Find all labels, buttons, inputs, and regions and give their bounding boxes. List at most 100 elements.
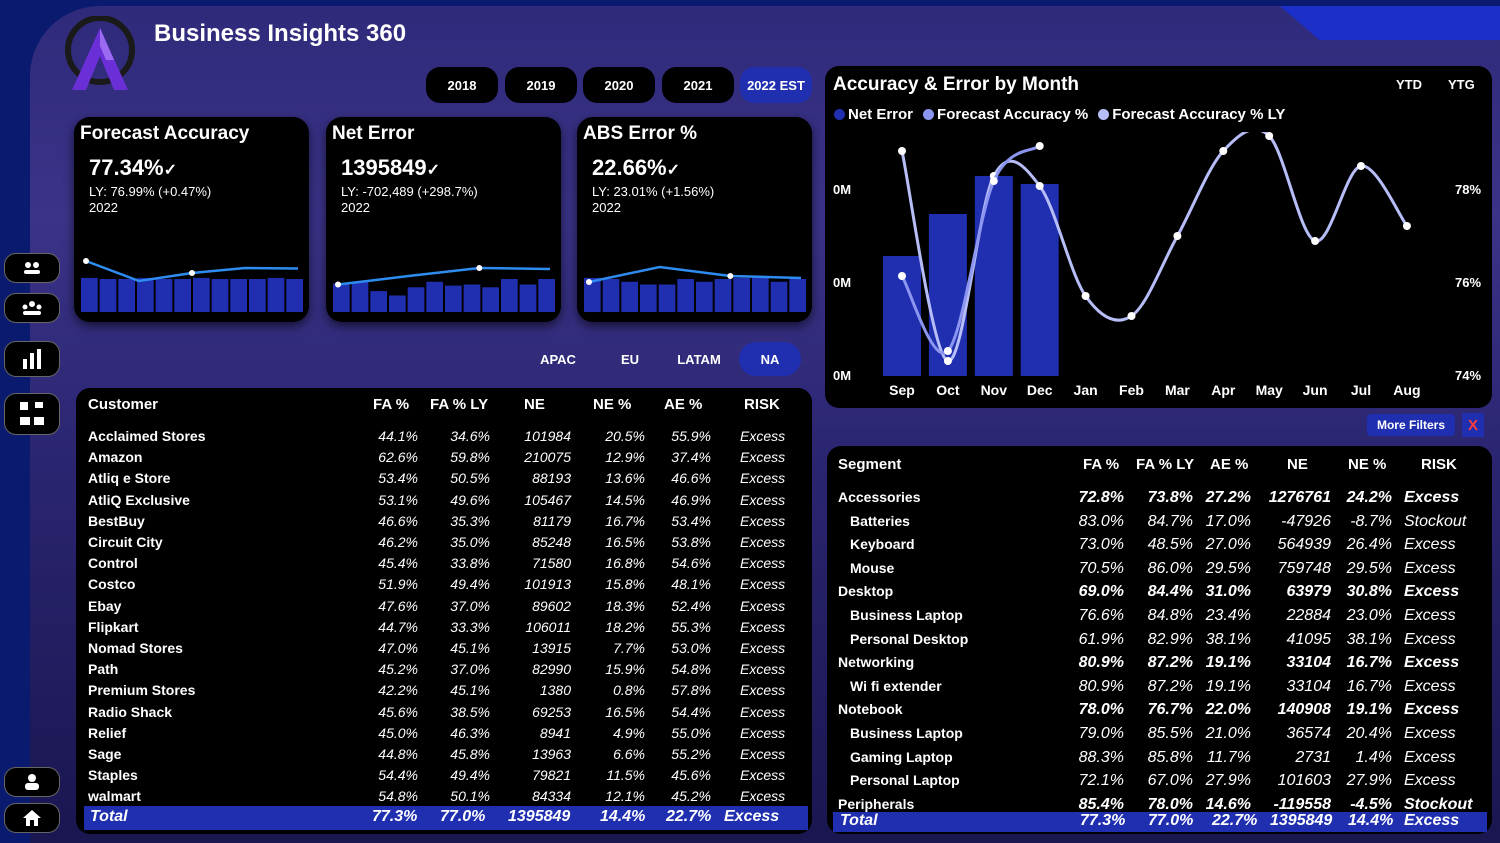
table-cell: 84334 (532, 788, 571, 805)
customer-name: Control (88, 555, 138, 572)
table-cell: 45.8% (450, 746, 490, 762)
close-filters-button[interactable]: X (1462, 413, 1484, 437)
region-eu-button[interactable]: EU (620, 351, 640, 367)
segment-name: Wi fi extender (850, 677, 942, 694)
total-cell: 14.4% (1348, 812, 1394, 829)
kpi-bar (249, 279, 266, 312)
table-cell: 21.0% (1205, 725, 1251, 742)
sidebar-supply-chain-button[interactable] (4, 393, 60, 435)
sidebar-executive-button[interactable] (4, 767, 60, 797)
table-cell: 50.1% (450, 788, 490, 805)
kpi-bar (370, 291, 387, 312)
risk-cell: Excess (1404, 559, 1456, 577)
total-cell: 77.0% (1148, 812, 1194, 829)
total-row (833, 812, 1487, 832)
table-cell: 2731 (1295, 748, 1331, 766)
table-header: RISK (1421, 456, 1457, 473)
kpi-bar (118, 279, 135, 312)
table-cell: 16.7% (1346, 677, 1392, 695)
chart-legend: Net Error Forecast Accuracy % Forecast A… (834, 106, 1285, 123)
kpi-bar (714, 279, 732, 312)
year-2019-button[interactable]: 2019 (505, 67, 577, 103)
kpi-bar (733, 277, 750, 312)
table-cell: 61.9% (1078, 630, 1124, 648)
table-header: AE % (1210, 456, 1249, 473)
month-label: Sep (889, 382, 915, 398)
table-cell: 35.3% (450, 512, 490, 529)
table-cell: 78.0% (1078, 701, 1124, 719)
region-apac-button[interactable]: APAC (540, 351, 576, 367)
kpi-trend-point (189, 270, 195, 276)
region-na-button[interactable]: NA (739, 342, 801, 376)
table-cell: 46.9% (671, 491, 711, 508)
table-cell: 22.0% (1205, 701, 1251, 719)
customer-name: BestBuy (88, 512, 145, 529)
table-cell: 33104 (1286, 654, 1332, 672)
kpi-value: 1395849✓ (341, 155, 441, 180)
year-2022-est-button[interactable]: 2022 EST (740, 67, 812, 103)
net-error-bar (1020, 184, 1059, 376)
kpi-title: Net Error (332, 123, 415, 144)
customer-name: walmart (88, 788, 141, 805)
kpi-trend-point (727, 273, 734, 279)
month-label: Feb (1119, 382, 1144, 398)
ytd-toggle[interactable]: YTD (1396, 77, 1422, 92)
table-cell: 13.6% (605, 470, 645, 487)
sidebar-home-button[interactable] (4, 803, 60, 833)
table-cell: 0.8% (613, 682, 645, 699)
kpi-bar (333, 283, 350, 312)
table-cell: 7.7% (613, 640, 645, 656)
risk-cell: Excess (740, 449, 786, 466)
customer-name: AtliQ Exclusive (88, 491, 190, 508)
year-2018-button[interactable]: 2018 (426, 67, 498, 103)
table-cell: 62.6% (378, 449, 418, 466)
total-cell: 77.0% (440, 808, 486, 825)
month-label: Aug (1393, 382, 1420, 398)
risk-cell: Excess (740, 724, 786, 741)
risk-cell: Excess (740, 618, 786, 635)
kpi-bar (230, 279, 247, 312)
risk-cell: Excess (740, 534, 786, 550)
table-cell: 55.2% (671, 746, 711, 762)
table-cell: 14.5% (605, 491, 645, 508)
fa-ly-line-point (1357, 162, 1365, 170)
table-cell: -4.5% (1350, 795, 1392, 813)
year-2020-button[interactable]: 2020 (583, 67, 655, 103)
region-latam-button[interactable]: LATAM (677, 351, 721, 367)
table-cell: 49.6% (450, 491, 490, 508)
risk-cell: Excess (740, 597, 786, 614)
total-cell: Total (90, 808, 128, 825)
month-label: Dec (1027, 382, 1053, 398)
kpi-bar (770, 281, 788, 312)
table-header: FA % LY (430, 396, 489, 413)
table-cell: 18.2% (605, 618, 645, 635)
total-cell: 22.7% (1212, 812, 1258, 829)
table-cell: 4.9% (613, 724, 645, 741)
table-cell: 71580 (532, 555, 571, 572)
table-cell: 54.4% (378, 767, 418, 784)
table-cell: 46.2% (378, 534, 418, 550)
table-cell: 106011 (525, 618, 571, 635)
table-cell: 46.3% (450, 724, 490, 741)
accuracy-error-chart: 0M 0M 0M 78% 76% 74% Sep Oct Nov Dec Jan Feb Mar Apr M… (833, 132, 1481, 398)
more-filters-button[interactable]: More Filters (1367, 414, 1455, 436)
table-cell: 44.1% (378, 428, 418, 444)
table-cell: 11.5% (606, 767, 645, 784)
table-header: NE (1287, 456, 1308, 473)
risk-cell: Excess (1404, 536, 1456, 554)
year-2021-button[interactable]: 2021 (662, 67, 734, 103)
kpi-bar (538, 279, 555, 312)
risk-cell: Excess (740, 788, 786, 805)
table-cell: 20.5% (605, 428, 645, 444)
ytg-toggle[interactable]: YTG (1448, 77, 1475, 92)
kpi-trend-point (586, 279, 592, 285)
sidebar-marketing-button[interactable] (4, 341, 60, 377)
risk-cell: Excess (740, 661, 786, 678)
table-cell: 30.8% (1346, 583, 1392, 601)
sidebar-finance-button[interactable] (4, 253, 60, 283)
customer-name: Costco (88, 576, 136, 593)
kpi-value: 22.66%✓ (592, 155, 681, 180)
sidebar-sales-button[interactable] (4, 293, 60, 323)
bar-chart-icon (23, 349, 41, 369)
table-cell: 27.2% (1205, 489, 1251, 506)
